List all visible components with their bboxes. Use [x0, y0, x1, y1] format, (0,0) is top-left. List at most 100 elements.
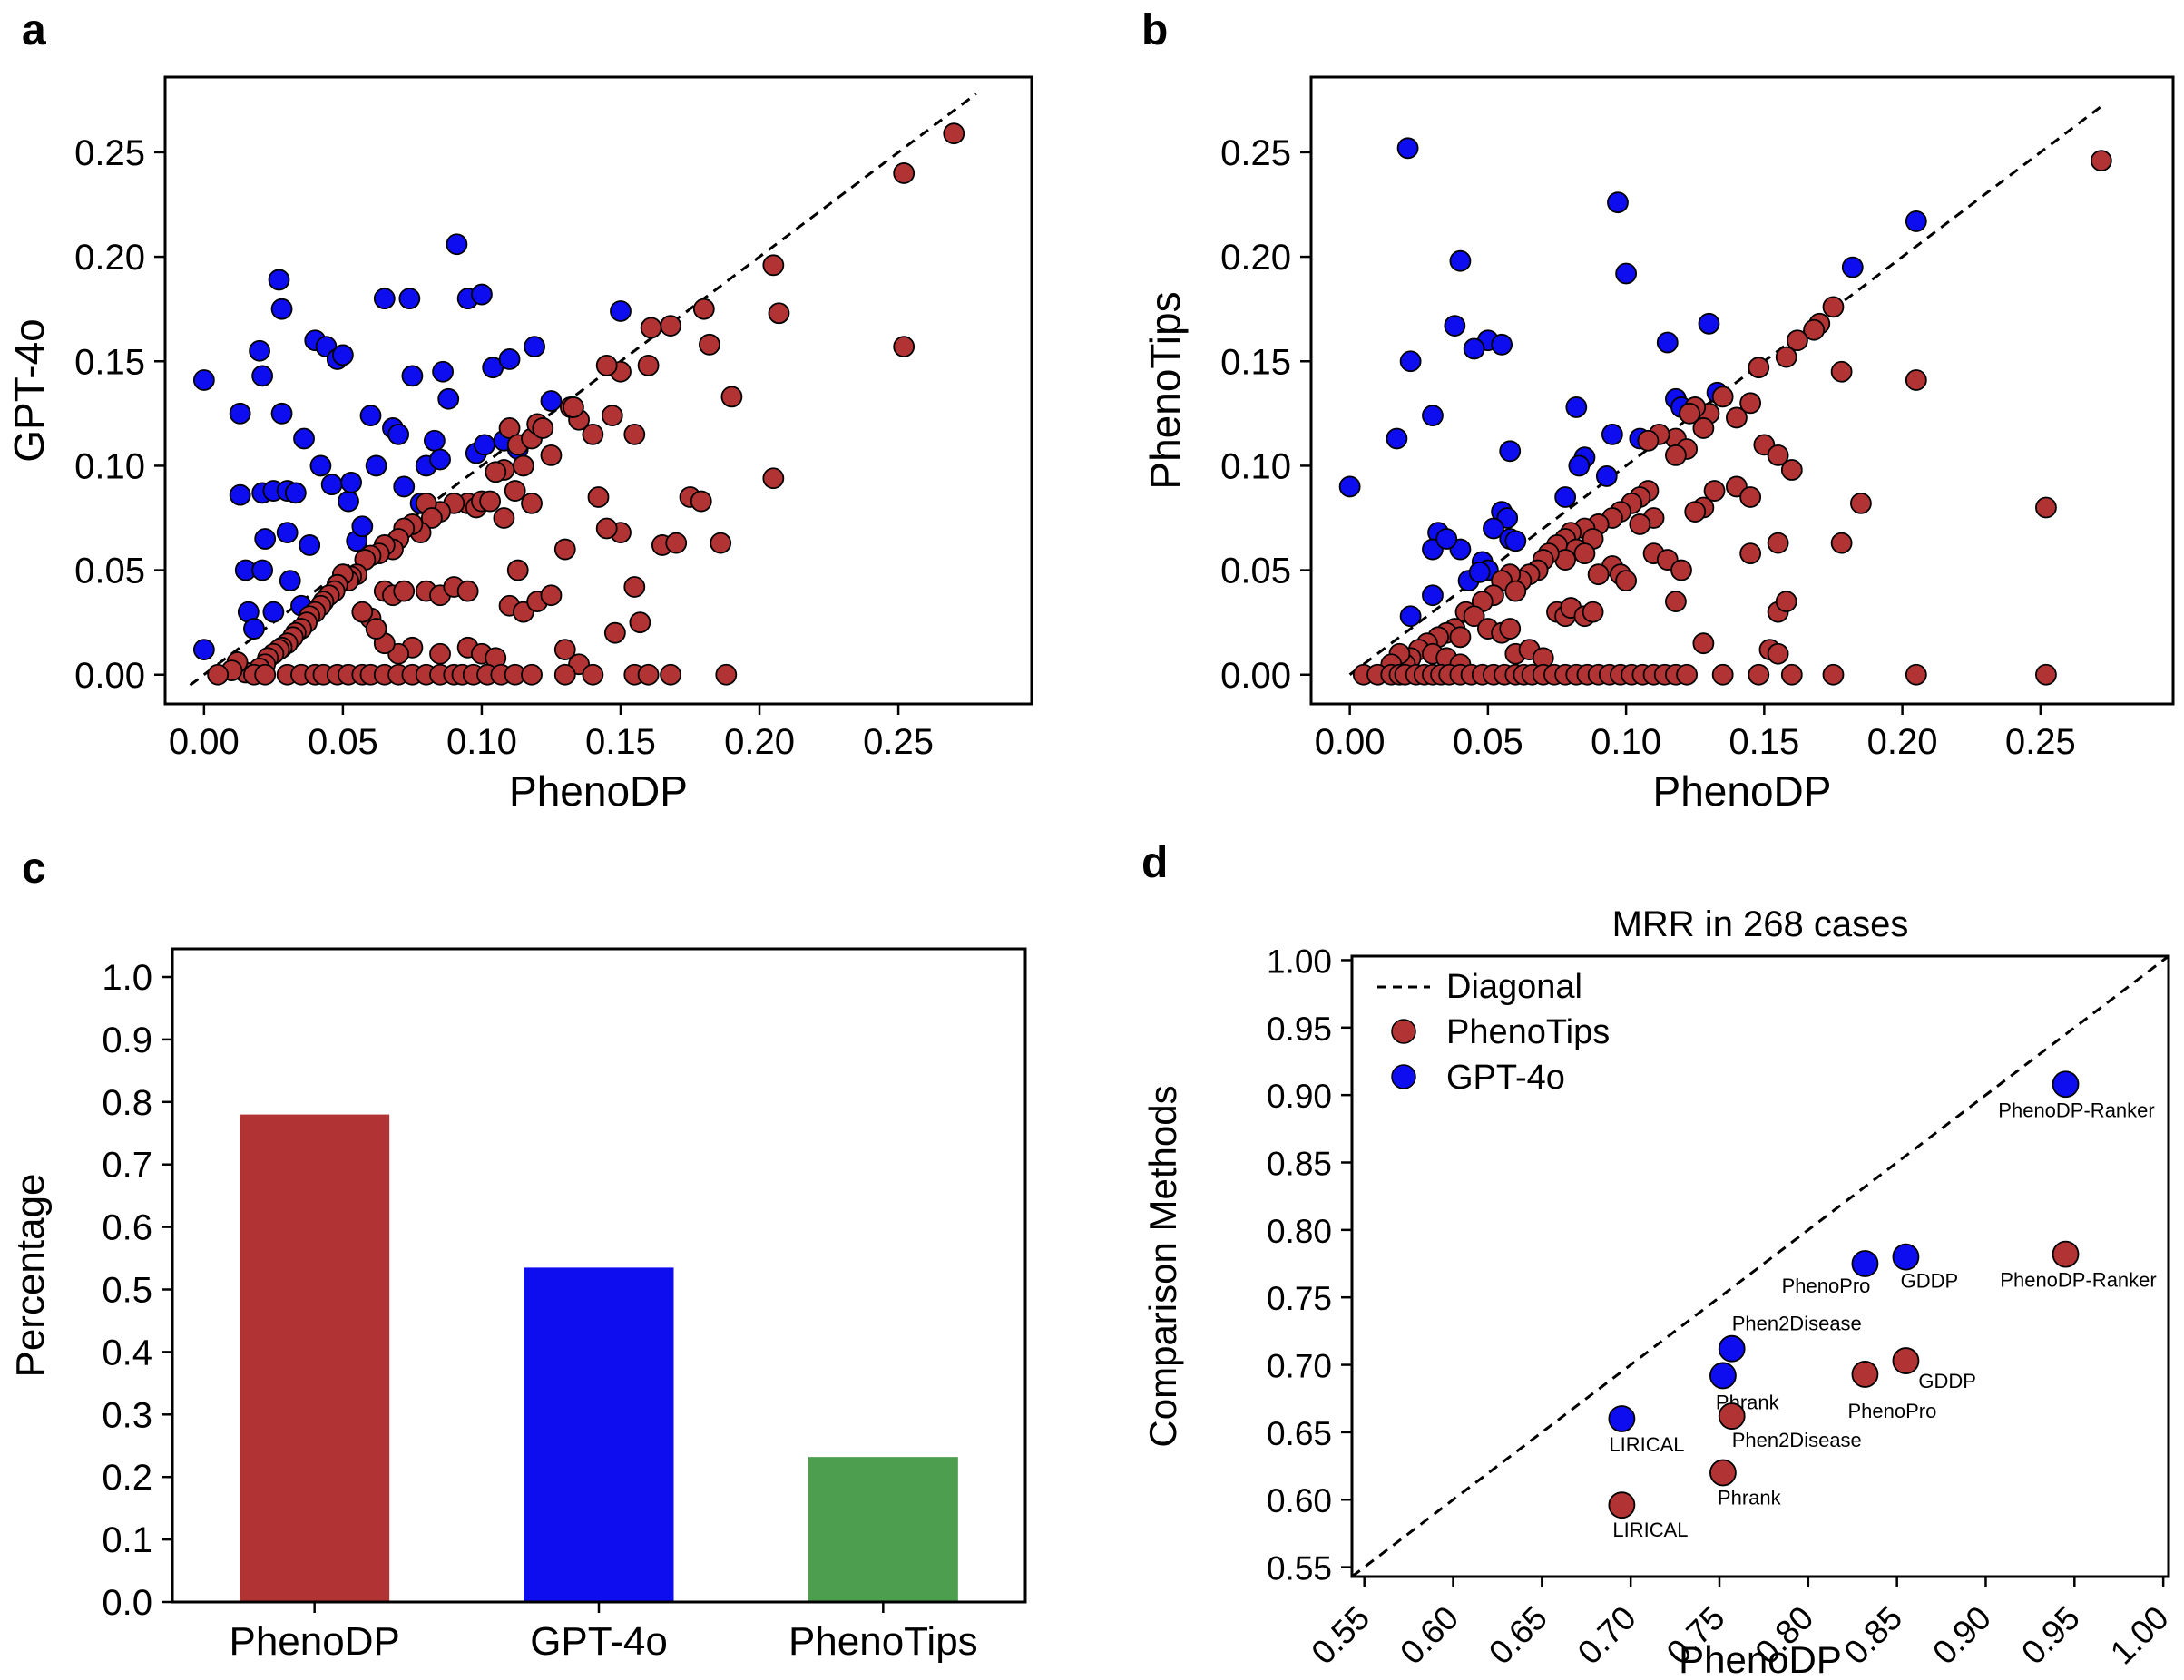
scatter-point — [320, 474, 343, 496]
plot-frame — [163, 75, 1033, 706]
scatter-point — [524, 336, 545, 358]
x-tick-label: 0.10 — [1591, 722, 1661, 762]
scatter-point — [2035, 663, 2057, 686]
scatter-point — [420, 507, 443, 529]
x-tick-label: 0.15 — [1729, 722, 1799, 762]
scatter-point — [1615, 262, 1638, 285]
scatter-point — [229, 483, 251, 506]
scatter-point — [254, 528, 277, 550]
scatter-point — [243, 618, 265, 640]
scatter-point — [1718, 1402, 1746, 1430]
scatter-point — [429, 448, 451, 471]
x-tick-label: 0.00 — [169, 722, 240, 762]
scatter-point — [279, 570, 301, 592]
y-tick-label: 0.10 — [1220, 446, 1291, 486]
x-tick-label: 0.95 — [2014, 1599, 2087, 1672]
scatter-point — [446, 233, 468, 256]
y-tick-label: 0.2 — [102, 1458, 152, 1498]
y-axis-label: Percentage — [8, 1173, 53, 1377]
scatter-point — [1573, 542, 1596, 565]
diagonal-line — [189, 93, 977, 687]
scatter-point — [424, 429, 446, 452]
scatter-point — [365, 454, 387, 477]
y-tick-label: 0.75 — [1267, 1280, 1332, 1317]
point-label: PhenoPro — [1848, 1400, 1937, 1422]
scatter-point — [532, 417, 554, 439]
x-category-label: GPT-4o — [530, 1619, 668, 1664]
scatter-point — [1568, 454, 1591, 477]
scatter-point — [943, 122, 965, 145]
scatter-point — [1665, 591, 1687, 613]
x-tick-label: 0.70 — [1571, 1599, 1643, 1672]
scatter-point — [1780, 663, 1803, 686]
scatter-point — [393, 580, 416, 602]
point-label: PhenoPro — [1782, 1275, 1871, 1297]
scatter-point — [249, 339, 270, 362]
scatter-point — [254, 663, 277, 686]
panel-c-chart: 0.0 0.1 0.2 0.3 0.4 0.5 0.6 0.7 0.8 0.9 1.0 PhenoDP… — [8, 947, 1027, 1664]
x-tick-label: 0.85 — [1836, 1599, 1909, 1672]
panel-a-chart: 0.00 0.05 0.10 0.15 0.20 0.25 0.00 0.05 0.10 0.15… — [5, 75, 1033, 815]
plot-frame — [1350, 954, 2170, 1578]
scatter-point — [229, 402, 251, 425]
bar-gpt-4o — [524, 1267, 674, 1602]
scatter-point — [582, 423, 604, 445]
y-tick-label: 0.8 — [102, 1083, 152, 1123]
scatter-point — [710, 532, 732, 554]
scatter-point — [456, 580, 479, 602]
scatter-point — [1422, 584, 1444, 607]
scatter-point — [1463, 337, 1485, 360]
scatter-point — [1670, 559, 1692, 581]
scatter-point — [293, 427, 315, 450]
scatter-point — [1608, 1491, 1636, 1519]
scatter-point — [1739, 542, 1762, 565]
scatter-point — [1587, 563, 1610, 586]
scatter-point — [540, 584, 563, 607]
scatter-point — [192, 369, 215, 391]
panel-b: b 0.00 0.05 0.10 0.15 0.20 0.25 0.00 0.05 0.10 0.… — [1089, 0, 2184, 840]
scatter-point — [485, 461, 507, 483]
scatter-point — [1850, 492, 1872, 514]
point-label: GDDP — [1901, 1270, 1959, 1293]
y-tick-label: 0.15 — [1220, 342, 1291, 382]
scatter-point — [563, 396, 584, 418]
y-tick-label: 0.95 — [1267, 1011, 1332, 1048]
scatter-point — [2035, 496, 2057, 519]
scatter-point — [512, 454, 534, 477]
x-tick-label: 0.25 — [2005, 722, 2076, 762]
scatter-point — [1711, 386, 1734, 408]
panel-c: c 0.0 0.1 0.2 0.3 0.4 0.5 0.6 0.7 0.8 0.9 1.0 Pheno… — [0, 840, 1089, 1680]
x-category-label: PhenoTips — [788, 1619, 978, 1664]
scatter-point — [692, 298, 715, 320]
scatter-point — [1338, 475, 1361, 498]
scatter-point — [506, 559, 529, 581]
scatter-point — [1504, 580, 1527, 602]
scatter-point — [1726, 406, 1748, 429]
scatter-point — [299, 534, 321, 556]
scatter-point — [270, 298, 293, 320]
scatter-point — [637, 663, 660, 686]
scatter-point — [1629, 513, 1651, 535]
scatter-point — [660, 663, 681, 686]
point-label: Phen2Disease — [1732, 1313, 1862, 1335]
y-tick-label: 0.25 — [1220, 133, 1291, 173]
scatter-point — [1905, 663, 1927, 686]
scatter-point — [595, 354, 618, 376]
scatter-point — [582, 663, 604, 686]
scatter-point — [1582, 601, 1604, 623]
scatter-point — [553, 663, 576, 686]
scatter-point — [1608, 1405, 1636, 1432]
scatter-point — [2052, 1070, 2080, 1099]
scatter-point — [629, 611, 651, 634]
y-tick-label: 0.80 — [1267, 1213, 1332, 1250]
scatter-point — [498, 348, 521, 370]
x-axis-label: PhenoDP — [509, 767, 688, 815]
scatter-point — [521, 663, 543, 686]
panel-a: a 0.00 0.05 0.10 0.15 0.20 0.25 0.00 0.05 0.10 0.… — [0, 0, 1089, 840]
y-tick-label: 0.9 — [102, 1021, 152, 1060]
y-tick-label: 0.05 — [1220, 552, 1291, 591]
x-tick-label: 0.65 — [1482, 1599, 1554, 1672]
y-tick-label: 0.15 — [74, 342, 145, 382]
panel-b-chart: 0.00 0.05 0.10 0.15 0.20 0.25 0.00 0.05 0.10 0.15… — [1141, 75, 2175, 815]
scatter-point — [665, 532, 688, 554]
